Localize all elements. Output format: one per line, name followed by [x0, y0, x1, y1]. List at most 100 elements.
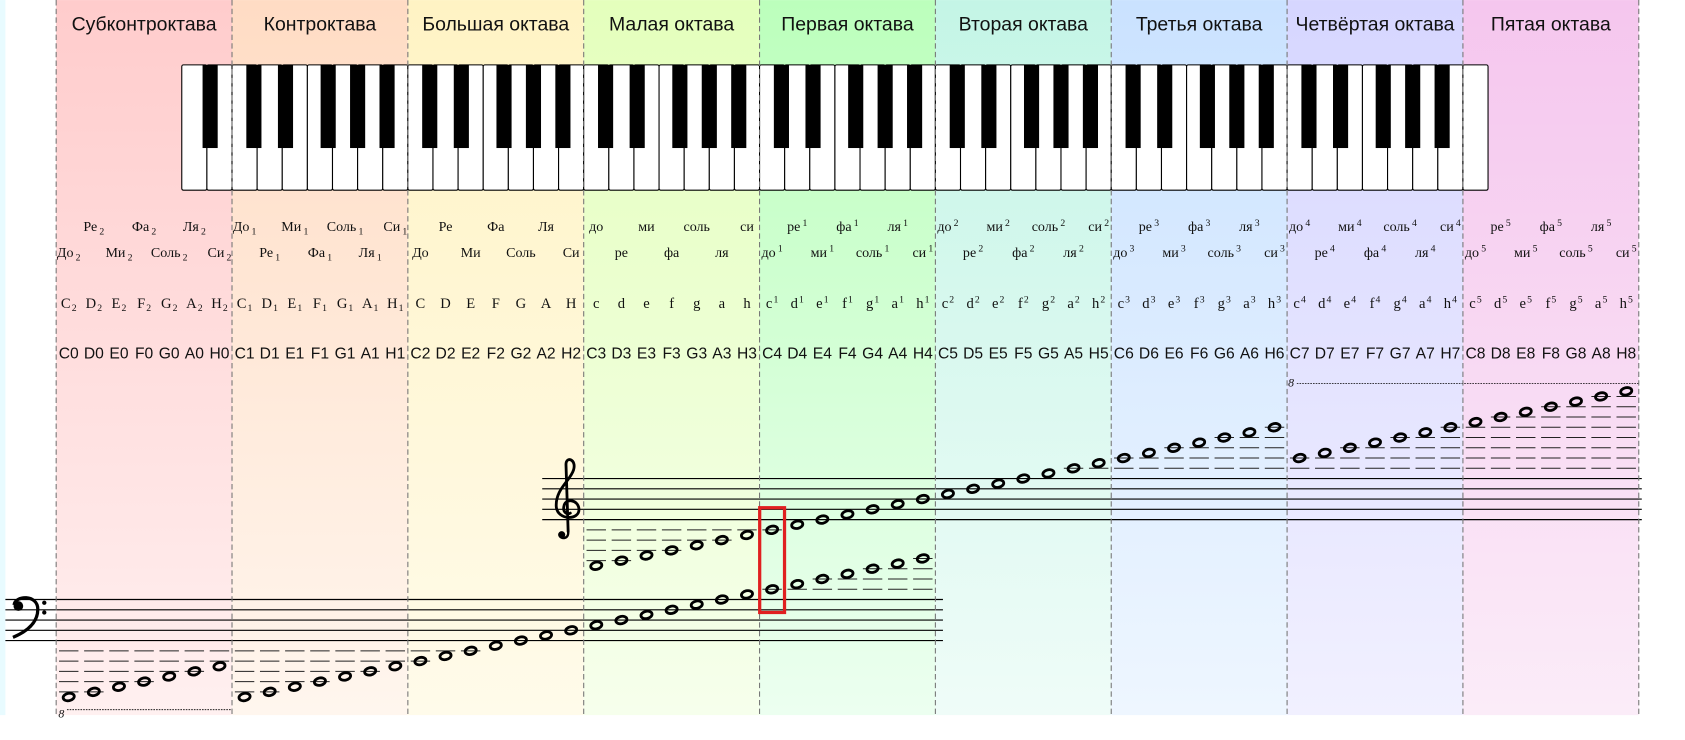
letter-label: e4	[1344, 294, 1357, 311]
staves: 88	[5, 376, 1642, 720]
letter-name: g	[1218, 296, 1226, 312]
letter-label: e3	[1168, 294, 1181, 311]
scientific-label: A4	[888, 346, 907, 363]
solfege-name: ля	[1239, 219, 1253, 235]
solfege-label: До	[412, 245, 429, 261]
scientific-label: E0	[109, 346, 128, 363]
whole-note	[765, 524, 780, 536]
octave-index: 1	[824, 294, 829, 305]
solfege-name: Ми	[281, 219, 301, 235]
solfege-name: си	[912, 245, 926, 261]
whole-note	[513, 635, 528, 646]
whole-note	[237, 691, 252, 703]
octave-index: 3	[1255, 218, 1260, 229]
octave-index: 4	[1327, 294, 1332, 305]
scientific-label: C3	[586, 346, 606, 363]
solfege-label: ля 5	[1591, 218, 1612, 235]
letter-label: A	[541, 296, 552, 312]
solfege-label: Ми 2	[105, 245, 132, 263]
whole-note	[790, 578, 805, 590]
whole-note	[790, 519, 805, 530]
letter-label: a2	[1067, 294, 1080, 311]
black-key	[773, 64, 789, 149]
letter-name: E	[466, 296, 475, 312]
whole-note	[1418, 427, 1433, 438]
solfege-label: ми 3	[1162, 244, 1186, 261]
solfege-label: ми	[638, 219, 655, 235]
octave-index: 1	[874, 294, 879, 305]
whole-note	[1569, 396, 1583, 407]
octave-title: Третья октава	[1136, 13, 1263, 35]
whole-note	[815, 573, 830, 585]
letter-name: a	[1595, 296, 1602, 312]
scientific-label: E6	[1164, 346, 1183, 363]
whole-note	[991, 478, 1006, 489]
scientific-label: D0	[84, 346, 104, 363]
scientific-label: G0	[159, 346, 180, 363]
whole-note	[137, 676, 152, 687]
solfege-name: ми	[811, 245, 828, 261]
solfege-label: Ми 1	[281, 219, 308, 237]
scientific-label: F6	[1190, 346, 1209, 363]
scientific-label: F4	[838, 346, 857, 363]
letter-label: f3	[1194, 294, 1205, 311]
letter-label: c	[593, 296, 600, 312]
whole-note	[1041, 468, 1056, 479]
letter-name: h	[1268, 296, 1276, 312]
whole-note	[840, 509, 855, 520]
whole-note	[664, 604, 679, 615]
solfege-label: ми 5	[1514, 244, 1538, 261]
octave-index: 2	[99, 226, 104, 237]
solfege-name: ми	[986, 219, 1003, 235]
black-key	[555, 64, 571, 149]
letter-name: d	[791, 296, 799, 312]
octave-index: 2	[227, 252, 232, 263]
letter-label: A1	[362, 296, 379, 314]
octave-index: 4	[1456, 218, 1461, 229]
letter-label: g3	[1218, 294, 1231, 311]
letter-name: D	[86, 296, 97, 312]
letter-name: h	[1092, 296, 1100, 312]
whole-note	[488, 640, 503, 651]
solfege-label: до 2	[937, 218, 958, 235]
bass-clef-dot	[42, 610, 47, 615]
scientific-label: A7	[1416, 346, 1435, 363]
letter-label: h1	[916, 294, 929, 311]
octave-index: 3	[1251, 294, 1256, 305]
solfege-label: си 3	[1264, 244, 1285, 261]
solfege-name: ля	[887, 219, 901, 235]
letter-label: a	[719, 296, 726, 312]
solfege-label: ре 3	[1139, 218, 1159, 235]
octave-index: 1	[402, 226, 407, 237]
letter-name: c	[593, 296, 600, 312]
octave-index: 5	[1588, 244, 1593, 255]
octave-index: 2	[146, 303, 151, 314]
whole-note	[1393, 432, 1408, 443]
letter-name: A	[541, 296, 552, 312]
octave-index: 5	[1481, 244, 1486, 255]
whole-note	[262, 686, 277, 698]
solfege-name: ре	[787, 219, 800, 235]
octave-index: 5	[1578, 294, 1583, 305]
scientific-label: A1	[361, 346, 380, 363]
scientific-label: A6	[1240, 346, 1259, 363]
letter-name: d	[1142, 296, 1150, 312]
letter-name: g	[1394, 296, 1402, 312]
letter-label: a5	[1595, 294, 1608, 311]
whole-note	[915, 553, 930, 564]
solfege-name: фа	[1012, 245, 1028, 261]
octave-index: 4	[1381, 244, 1386, 255]
octave-index: 2	[1024, 294, 1029, 305]
whole-note	[840, 568, 855, 580]
solfege-name: ми	[1162, 245, 1179, 261]
octave-index: 3	[1151, 294, 1156, 305]
letter-name: c	[766, 296, 773, 312]
whole-note	[1342, 442, 1357, 453]
solfege-label: соль 5	[1559, 244, 1593, 261]
letter-name: h	[743, 296, 751, 312]
letter-label: d1	[791, 294, 804, 311]
octave-index: 5	[1557, 218, 1562, 229]
octave-index: 4	[1402, 294, 1407, 305]
whole-note	[765, 584, 780, 595]
whole-note	[287, 681, 302, 692]
